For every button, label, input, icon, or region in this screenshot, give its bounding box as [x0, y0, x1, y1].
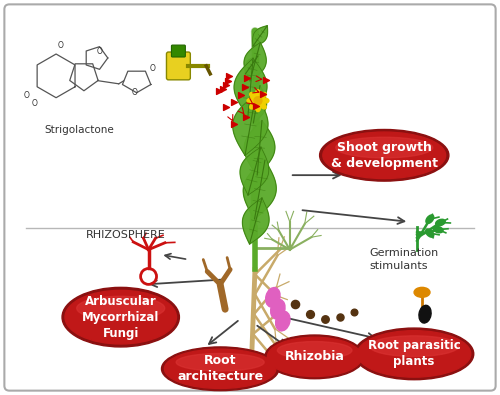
Point	[306, 311, 314, 317]
Text: Arbuscular
Mycorrhizal
Fungi: Arbuscular Mycorrhizal Fungi	[82, 295, 160, 340]
Text: O: O	[24, 91, 29, 100]
Ellipse shape	[256, 90, 260, 98]
Point	[222, 82, 230, 88]
Ellipse shape	[434, 226, 443, 233]
Polygon shape	[244, 120, 275, 175]
Text: Rhizobia: Rhizobia	[284, 350, 344, 363]
Point	[262, 77, 270, 83]
Point	[291, 301, 299, 307]
Ellipse shape	[76, 296, 164, 320]
Ellipse shape	[436, 219, 445, 226]
FancyBboxPatch shape	[172, 45, 185, 57]
Ellipse shape	[250, 102, 256, 109]
Ellipse shape	[426, 229, 434, 237]
Point	[350, 309, 358, 315]
Point	[320, 316, 328, 322]
Point	[258, 90, 266, 97]
Text: Germination
stimulants: Germination stimulants	[370, 248, 438, 271]
Ellipse shape	[65, 290, 176, 344]
Text: Shoot growth
& development: Shoot growth & development	[331, 141, 438, 170]
Text: Root parasitic
plants: Root parasitic plants	[368, 339, 460, 369]
Ellipse shape	[261, 98, 269, 103]
Point	[224, 78, 232, 84]
Ellipse shape	[260, 102, 266, 109]
Text: Strigolactone: Strigolactone	[44, 126, 114, 135]
Ellipse shape	[260, 92, 266, 99]
Point	[242, 113, 250, 120]
Ellipse shape	[176, 354, 264, 371]
Ellipse shape	[276, 311, 290, 331]
Ellipse shape	[266, 288, 280, 307]
Point	[336, 314, 344, 320]
Ellipse shape	[426, 215, 434, 224]
Point	[215, 88, 223, 94]
Text: O: O	[32, 99, 37, 108]
Circle shape	[254, 97, 262, 105]
Point	[218, 85, 226, 92]
Text: RHIZOSPHERE: RHIZOSPHERE	[86, 230, 166, 240]
Text: O: O	[58, 41, 64, 50]
Polygon shape	[246, 56, 258, 74]
Text: O: O	[97, 47, 103, 56]
Ellipse shape	[268, 337, 362, 376]
Point	[225, 73, 233, 79]
Polygon shape	[246, 86, 266, 123]
Ellipse shape	[320, 130, 449, 181]
Ellipse shape	[419, 305, 431, 323]
Ellipse shape	[336, 137, 432, 158]
Ellipse shape	[323, 132, 446, 179]
Polygon shape	[244, 42, 266, 81]
Ellipse shape	[265, 335, 364, 379]
Ellipse shape	[250, 92, 256, 99]
Ellipse shape	[278, 342, 352, 359]
Point	[241, 84, 249, 90]
Point	[230, 121, 238, 128]
Polygon shape	[233, 95, 268, 155]
Polygon shape	[243, 160, 276, 219]
Polygon shape	[234, 58, 267, 116]
Point	[230, 99, 238, 105]
Ellipse shape	[414, 288, 430, 297]
Ellipse shape	[62, 288, 180, 347]
Point	[252, 103, 260, 109]
Ellipse shape	[270, 299, 285, 319]
Ellipse shape	[247, 98, 255, 103]
FancyBboxPatch shape	[4, 4, 496, 391]
Ellipse shape	[358, 331, 471, 377]
Text: Root
architecture: Root architecture	[177, 354, 263, 383]
Polygon shape	[252, 26, 268, 46]
Text: O: O	[132, 88, 138, 97]
Text: O: O	[150, 64, 156, 73]
FancyBboxPatch shape	[166, 52, 190, 80]
Ellipse shape	[162, 347, 279, 391]
Point	[243, 75, 251, 81]
Ellipse shape	[370, 336, 459, 356]
Point	[236, 92, 244, 98]
Ellipse shape	[354, 328, 474, 380]
Ellipse shape	[164, 349, 276, 388]
Polygon shape	[240, 147, 269, 195]
Ellipse shape	[256, 103, 260, 112]
Polygon shape	[242, 198, 269, 244]
Point	[222, 104, 230, 111]
